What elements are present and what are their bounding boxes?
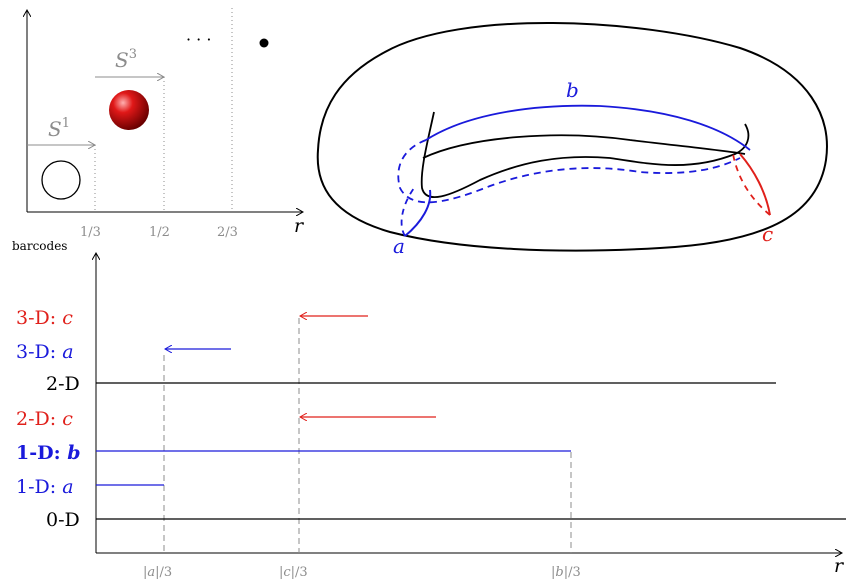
row-label-1d-b: 1-D: b <box>16 442 81 464</box>
tick-label-1-2: 1/2 <box>149 225 170 240</box>
point-icon <box>259 38 269 48</box>
x-tick-a: |a|/3 <box>143 565 172 580</box>
tick-label-2-3: 2/3 <box>217 225 238 240</box>
torus-diagram: b a c <box>316 22 828 258</box>
cycle-b-back <box>397 139 741 204</box>
row-label-0d: 0-D <box>46 509 80 531</box>
tick-label-1-3: 1/3 <box>80 225 101 240</box>
x-tick-b: |b|/3 <box>551 565 581 580</box>
barcode-y-axis-label: barcodes <box>12 239 67 253</box>
cycle-b <box>425 104 751 151</box>
ellipsis: · · · <box>186 30 211 49</box>
torus-label-c: c <box>762 222 773 246</box>
top-left-plot: r 1/3 1/2 2/3 S1 S3 · · · <box>27 8 305 240</box>
s3-label: S3 <box>115 47 137 72</box>
row-label-3d-a: 3-D: a <box>16 341 74 363</box>
circle-s1-icon <box>41 160 81 200</box>
red-sphere-s3-icon <box>109 90 149 130</box>
torus-hole-upper <box>422 134 746 159</box>
row-label-2d: 2-D <box>46 373 80 395</box>
cycle-a <box>404 189 432 237</box>
torus-hole-lower <box>420 111 750 198</box>
cycle-c <box>739 153 771 216</box>
barcode-x-axis-label: r <box>834 555 845 577</box>
torus-label-b: b <box>566 78 579 102</box>
row-label-1d-a: 1-D: a <box>16 476 74 498</box>
torus-outline <box>316 22 828 252</box>
cycle-a-back <box>400 187 415 237</box>
cycle-c-back <box>732 153 771 216</box>
s1-label: S1 <box>48 116 70 141</box>
x-axis-label: r <box>294 215 305 237</box>
barcode-plot: barcodes r |a|/3 |c|/3 |b|/3 3-D: c 3-D:… <box>12 239 846 580</box>
torus-label-a: a <box>393 234 405 258</box>
x-tick-c: |c|/3 <box>279 565 308 580</box>
row-label-3d-c: 3-D: c <box>16 307 73 329</box>
row-label-2d-c: 2-D: c <box>16 408 73 430</box>
